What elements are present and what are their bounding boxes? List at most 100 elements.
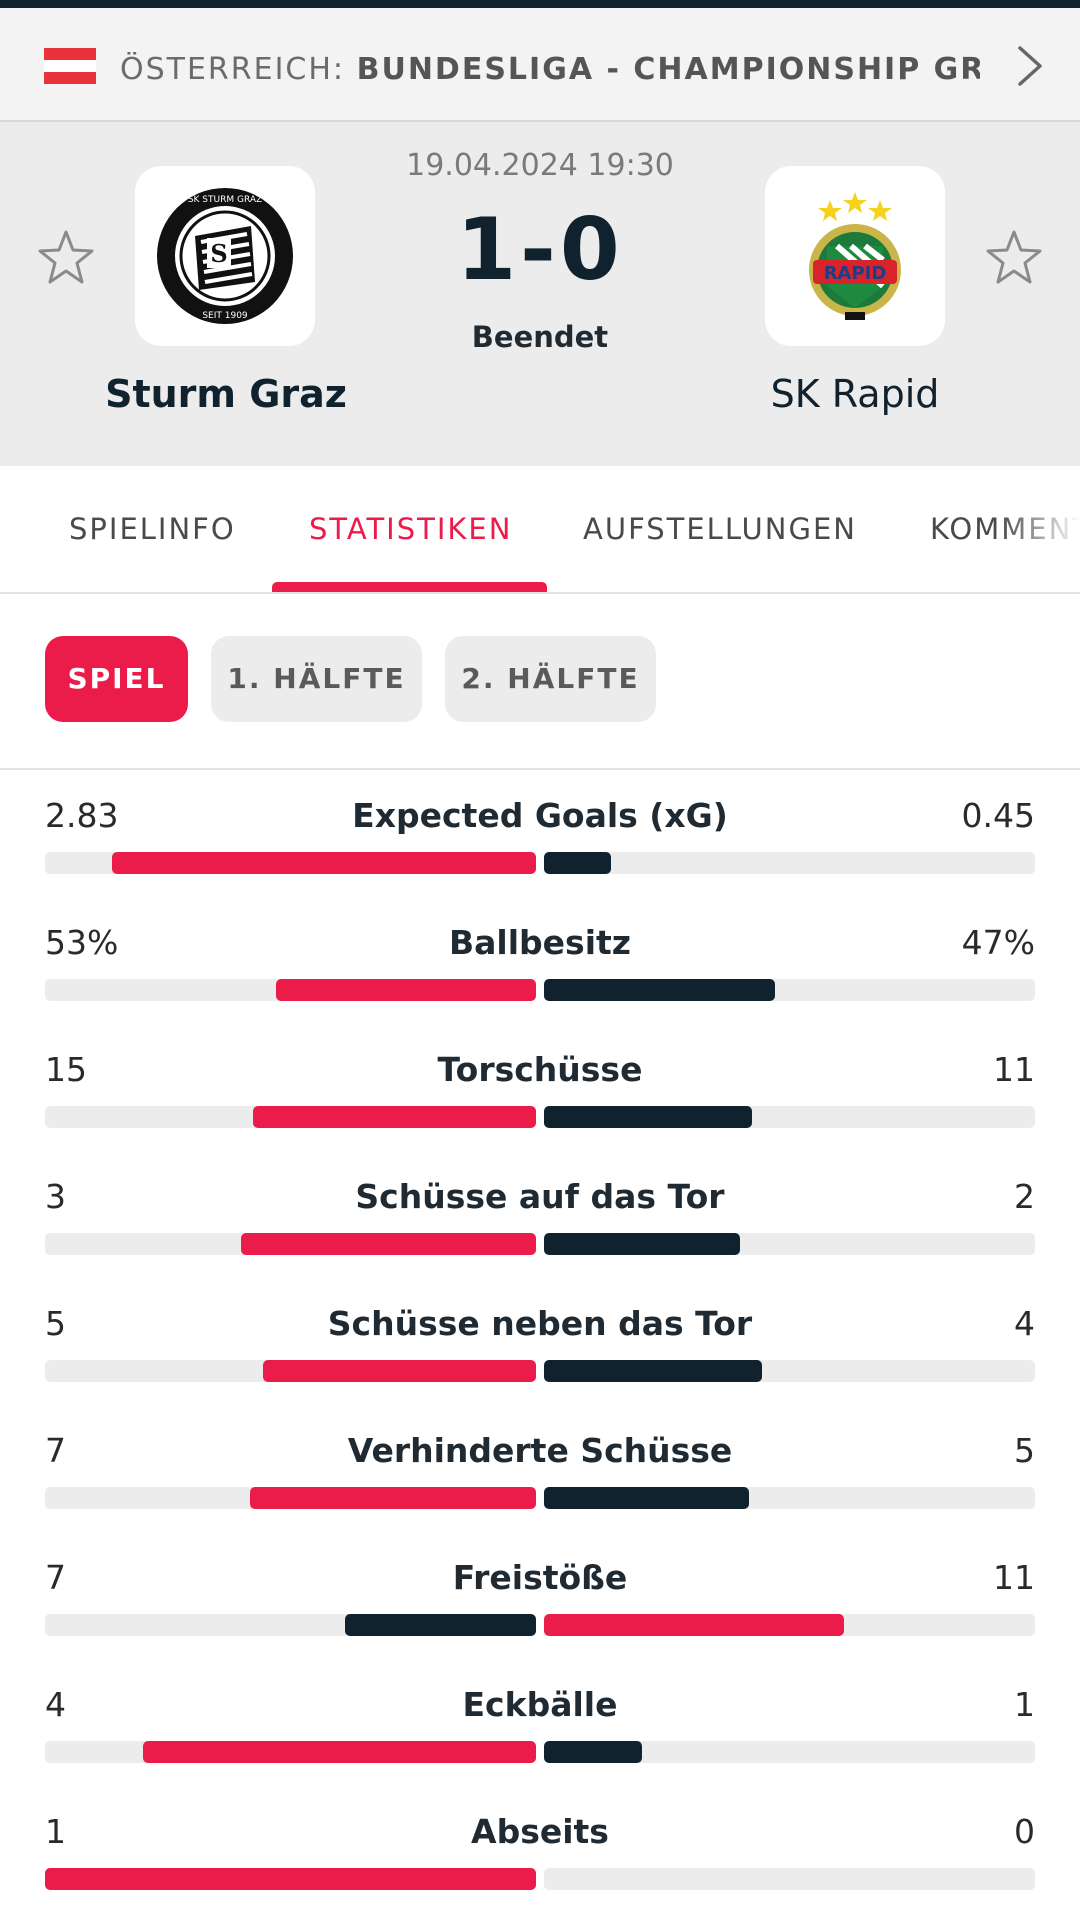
stat-label: Eckbälle bbox=[462, 1685, 618, 1724]
stat-home-track bbox=[45, 1233, 536, 1255]
stat-away-track bbox=[544, 1868, 1035, 1890]
period-spiel-button[interactable]: SPIEL bbox=[45, 636, 188, 722]
stat-home-track bbox=[45, 852, 536, 874]
stat-away-bar bbox=[544, 852, 612, 874]
home-team-logo[interactable]: S SK STURM GRAZ SEIT 1909 bbox=[135, 166, 315, 346]
stat-label: Ballbesitz bbox=[449, 923, 631, 962]
stat-away-track bbox=[544, 1106, 1035, 1128]
stat-row: 53% Ballbesitz 47% bbox=[0, 897, 1080, 1024]
svg-text:SEIT 1909: SEIT 1909 bbox=[202, 311, 248, 321]
stat-away-bar bbox=[544, 1106, 752, 1128]
stat-home-value: 4 bbox=[45, 1685, 66, 1724]
stat-label: Torschüsse bbox=[437, 1050, 643, 1089]
stat-row: 1 Abseits 0 bbox=[0, 1786, 1080, 1913]
stat-label: Abseits bbox=[471, 1812, 609, 1851]
stat-home-bar bbox=[263, 1360, 536, 1382]
stat-home-value: 7 bbox=[45, 1558, 66, 1597]
stat-away-bar bbox=[544, 1487, 749, 1509]
stat-label: Verhinderte Schüsse bbox=[347, 1431, 733, 1470]
favorite-away-star-icon[interactable] bbox=[982, 226, 1046, 290]
active-tab-indicator bbox=[272, 582, 547, 592]
stat-row: 7 Freistöße 11 bbox=[0, 1532, 1080, 1659]
favorite-home-star-icon[interactable] bbox=[34, 226, 98, 290]
stat-home-bar bbox=[241, 1233, 536, 1255]
match-tabs: SPIELINFO STATISTIKEN AUFSTELLUNGEN KOMM… bbox=[0, 466, 1080, 594]
stat-away-track bbox=[544, 852, 1035, 874]
stat-home-track bbox=[45, 1487, 536, 1509]
stat-label: Schüsse neben das Tor bbox=[327, 1304, 753, 1343]
match-score: 1-0 bbox=[456, 200, 624, 300]
stat-away-track bbox=[544, 1614, 1035, 1636]
tab-statistiken[interactable]: STATISTIKEN bbox=[309, 512, 513, 546]
stat-home-value: 3 bbox=[45, 1177, 66, 1216]
stat-home-bar bbox=[252, 1106, 536, 1128]
away-team-logo[interactable]: RAPID bbox=[765, 166, 945, 346]
period-first-half-button[interactable]: 1. HÄLFTE bbox=[211, 636, 422, 722]
stat-away-bar bbox=[544, 979, 775, 1001]
austria-flag-icon bbox=[44, 48, 96, 84]
stat-home-bar bbox=[143, 1741, 536, 1763]
tab-aufstellungen[interactable]: AUFSTELLUNGEN bbox=[583, 512, 857, 546]
top-status-strip bbox=[0, 0, 1080, 8]
match-status: Beendet bbox=[471, 320, 609, 354]
stat-home-value: 15 bbox=[45, 1050, 87, 1089]
period-second-half-button[interactable]: 2. HÄLFTE bbox=[445, 636, 656, 722]
stat-away-bar bbox=[544, 1233, 741, 1255]
tab-spielinfo[interactable]: SPIELINFO bbox=[69, 512, 236, 546]
league-header[interactable]: ÖSTERREICH: BUNDESLIGA - CHAMPIONSHIP GR… bbox=[0, 8, 1080, 122]
stat-home-bar bbox=[345, 1614, 536, 1636]
stat-home-bar bbox=[112, 852, 536, 874]
stat-home-track bbox=[45, 1741, 536, 1763]
stat-away-track bbox=[544, 1487, 1035, 1509]
stat-away-value: 5 bbox=[1014, 1431, 1035, 1470]
stat-away-bar bbox=[544, 1360, 762, 1382]
svg-text:RAPID: RAPID bbox=[824, 263, 887, 284]
stat-away-value: 47% bbox=[961, 923, 1035, 962]
stat-away-track bbox=[544, 979, 1035, 1001]
stat-home-value: 1 bbox=[45, 1812, 66, 1851]
stat-home-bar bbox=[275, 979, 536, 1001]
stat-label: Freistöße bbox=[452, 1558, 628, 1597]
stat-away-track bbox=[544, 1741, 1035, 1763]
tab-scroll-fade bbox=[1000, 466, 1080, 590]
stat-away-bar bbox=[544, 1741, 643, 1763]
stat-away-value: 0.45 bbox=[961, 796, 1035, 835]
stat-row: 15 Torschüsse 11 bbox=[0, 1024, 1080, 1151]
stat-row: 3 Schüsse auf das Tor 2 bbox=[0, 1151, 1080, 1278]
stat-home-bar bbox=[249, 1487, 536, 1509]
stat-away-value: 11 bbox=[993, 1558, 1035, 1597]
stat-home-value: 5 bbox=[45, 1304, 66, 1343]
stat-home-bar bbox=[45, 1868, 536, 1890]
stat-home-track bbox=[45, 979, 536, 1001]
stat-row: 5 Schüsse neben das Tor 4 bbox=[0, 1278, 1080, 1405]
stat-row: 4 Eckbälle 1 bbox=[0, 1659, 1080, 1786]
stat-home-value: 53% bbox=[45, 923, 119, 962]
sturm-graz-crest-icon: S SK STURM GRAZ SEIT 1909 bbox=[157, 188, 293, 324]
match-datetime: 19.04.2024 19:30 bbox=[406, 148, 674, 183]
away-team-name[interactable]: SK Rapid bbox=[770, 372, 940, 416]
stat-away-value: 0 bbox=[1014, 1812, 1035, 1851]
stat-away-value: 2 bbox=[1014, 1177, 1035, 1216]
stat-away-bar bbox=[544, 1614, 844, 1636]
stat-away-value: 11 bbox=[993, 1050, 1035, 1089]
rapid-crest-icon: RAPID bbox=[809, 192, 901, 320]
svg-text:SK STURM GRAZ: SK STURM GRAZ bbox=[188, 195, 262, 205]
stat-row: 2.83 Expected Goals (xG) 0.45 bbox=[0, 770, 1080, 897]
stat-row: 7 Verhinderte Schüsse 5 bbox=[0, 1405, 1080, 1532]
stat-away-value: 4 bbox=[1014, 1304, 1035, 1343]
home-team-name[interactable]: Sturm Graz bbox=[105, 372, 347, 416]
league-country: ÖSTERREICH: bbox=[120, 52, 346, 87]
stat-away-track bbox=[544, 1233, 1035, 1255]
chevron-right-icon[interactable] bbox=[1010, 42, 1050, 90]
match-header: S SK STURM GRAZ SEIT 1909 19.04.2024 19:… bbox=[0, 122, 1080, 466]
stat-home-track bbox=[45, 1106, 536, 1128]
stat-home-track bbox=[45, 1614, 536, 1636]
svg-text:S: S bbox=[210, 239, 227, 268]
stat-label: Schüsse auf das Tor bbox=[355, 1177, 725, 1216]
stat-away-track bbox=[544, 1360, 1035, 1382]
stat-label: Expected Goals (xG) bbox=[352, 796, 728, 835]
period-filter: SPIEL 1. HÄLFTE 2. HÄLFTE bbox=[0, 594, 1080, 770]
stat-home-value: 2.83 bbox=[45, 796, 119, 835]
league-competition: BUNDESLIGA - CHAMPIONSHIP GR... bbox=[356, 52, 980, 87]
stat-home-value: 7 bbox=[45, 1431, 66, 1470]
